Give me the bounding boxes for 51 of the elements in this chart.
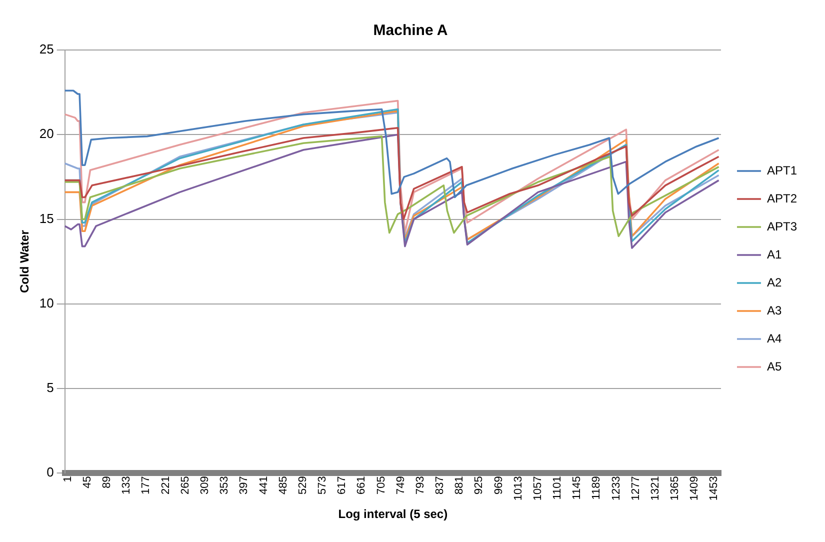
x-tick-label: 749 [394,476,407,494]
x-tick-label: 1189 [590,476,603,500]
x-tick-label: 969 [492,476,505,494]
x-tick-label: 1145 [571,476,584,500]
x-tick-label: 265 [179,476,192,494]
x-tick-label: 221 [160,476,172,494]
x-tick-label: 705 [375,476,388,494]
x-tick-label: 177 [140,476,152,494]
x-tick-label: 397 [238,476,250,494]
y-tick-label: 5 [46,380,54,396]
x-tick-label: 1057 [532,476,544,501]
y-tick-label: 10 [39,295,54,310]
x-tick-label: 1101 [552,476,564,500]
legend-label: APT1 [766,163,798,178]
x-tick-label: 925 [473,476,486,494]
y-tick-label: 25 [39,42,54,57]
legend-label: A2 [766,275,782,290]
legend-label: APT2 [766,191,798,206]
x-tick-label: 1013 [512,476,524,501]
legend-label: A3 [766,303,782,318]
x-tick-label: 353 [218,476,231,494]
x-tick-label: 485 [277,476,290,494]
x-tick-label: 89 [101,476,114,488]
x-tick-label: 133 [120,476,133,494]
legend-label: A1 [766,247,782,262]
chart-title: Machine A [373,22,448,40]
x-tick-label: 1321 [649,476,662,501]
x-tick-label: 441 [258,476,270,494]
legend-label: A4 [766,331,782,346]
x-tick-label: 617 [336,476,348,494]
x-tick-label: 881 [454,476,466,494]
x-tick-label: 1409 [688,476,701,501]
x-tick-label: 1277 [630,476,642,501]
x-tick-label: 1365 [669,476,682,501]
x-tick-label: 529 [296,476,309,494]
x-tick-label: 661 [356,476,368,494]
y-axis-title: Cold Water [18,230,32,294]
x-tick-label: 793 [414,476,426,494]
x-tick-label: 837 [434,476,446,494]
x-tick-label: 1453 [708,476,720,501]
y-tick-label: 0 [46,464,54,480]
x-tick-label: 573 [316,476,329,494]
x-tick-label: 309 [198,476,211,494]
x-axis-title: Log interval (5 sec) [338,507,448,522]
legend-label: APT3 [766,219,798,234]
x-tick-label: 45 [81,476,94,488]
x-tick-label: 1 [62,476,74,482]
legend-label: A5 [766,359,782,374]
y-tick-label: 20 [39,126,54,142]
y-tick-label: 15 [39,210,54,226]
x-tick-label: 1233 [610,476,622,501]
